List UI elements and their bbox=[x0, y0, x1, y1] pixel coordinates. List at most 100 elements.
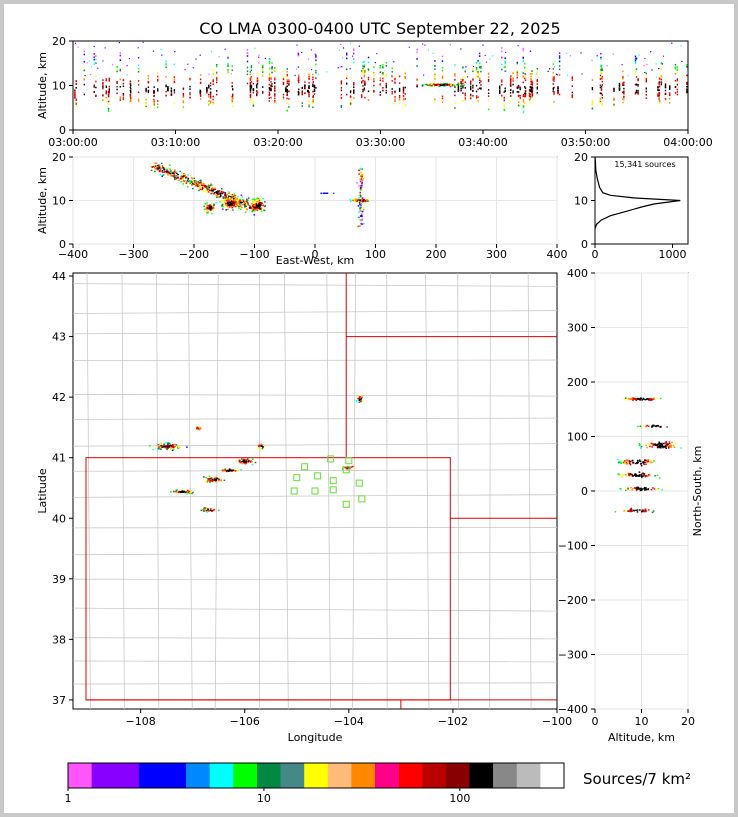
source-point bbox=[270, 76, 272, 79]
source-point bbox=[432, 85, 435, 87]
source-point bbox=[207, 508, 209, 510]
source-point bbox=[308, 91, 310, 93]
source-point bbox=[528, 98, 531, 101]
source-point bbox=[288, 98, 290, 100]
y-axis-label: Latitude bbox=[36, 468, 49, 514]
source-point bbox=[346, 467, 349, 470]
source-point bbox=[158, 446, 160, 448]
source-point bbox=[382, 64, 384, 66]
source-point bbox=[182, 94, 185, 96]
source-point bbox=[359, 203, 361, 206]
source-point bbox=[475, 66, 478, 69]
source-point bbox=[268, 75, 271, 78]
source-point bbox=[352, 199, 355, 201]
source-point bbox=[601, 80, 603, 83]
source-point bbox=[212, 95, 214, 98]
source-point bbox=[472, 68, 474, 70]
source-point bbox=[629, 462, 631, 465]
source-point bbox=[199, 93, 201, 95]
county-line bbox=[72, 417, 558, 420]
source-point bbox=[363, 76, 366, 78]
source-point bbox=[487, 108, 490, 111]
source-point bbox=[470, 97, 472, 100]
source-point bbox=[249, 96, 252, 99]
source-point bbox=[385, 73, 387, 76]
source-point bbox=[119, 68, 121, 71]
source-point bbox=[286, 82, 288, 85]
source-point bbox=[157, 71, 159, 74]
source-point bbox=[649, 459, 652, 462]
source-point bbox=[499, 87, 501, 89]
source-point bbox=[454, 79, 456, 81]
source-point bbox=[569, 55, 571, 57]
source-point bbox=[530, 75, 532, 78]
source-point bbox=[255, 199, 258, 202]
source-point bbox=[367, 70, 370, 73]
source-point bbox=[155, 162, 158, 164]
source-point bbox=[470, 96, 472, 98]
source-point bbox=[174, 51, 176, 53]
source-point bbox=[214, 188, 216, 191]
source-point bbox=[528, 92, 531, 95]
source-point bbox=[244, 203, 246, 205]
source-point bbox=[207, 187, 209, 189]
source-point bbox=[228, 191, 230, 193]
source-point bbox=[613, 90, 615, 92]
source-point bbox=[359, 215, 362, 217]
source-point bbox=[367, 78, 370, 81]
source-point bbox=[340, 97, 343, 99]
y-tick-label: 400 bbox=[567, 267, 588, 280]
source-point bbox=[258, 202, 260, 204]
source-point bbox=[676, 78, 679, 80]
source-point bbox=[656, 397, 659, 399]
source-point bbox=[199, 78, 202, 81]
source-point bbox=[189, 93, 191, 96]
source-point bbox=[530, 78, 532, 81]
source-point bbox=[224, 192, 227, 194]
source-point bbox=[352, 465, 354, 468]
source-point bbox=[446, 84, 448, 86]
source-point bbox=[341, 468, 344, 470]
source-point bbox=[480, 70, 482, 73]
source-point bbox=[145, 102, 147, 104]
source-point bbox=[444, 85, 447, 87]
source-point bbox=[668, 442, 671, 445]
source-point bbox=[391, 91, 393, 93]
source-point bbox=[360, 204, 362, 206]
source-point bbox=[232, 94, 234, 97]
source-point bbox=[189, 79, 191, 81]
source-point bbox=[250, 76, 253, 79]
source-point bbox=[159, 170, 161, 172]
source-point bbox=[622, 460, 624, 462]
source-point bbox=[621, 476, 623, 478]
source-point bbox=[197, 185, 199, 187]
source-point bbox=[231, 85, 233, 87]
source-point bbox=[620, 461, 622, 463]
source-point bbox=[165, 442, 167, 444]
county-line bbox=[425, 272, 430, 710]
source-point bbox=[209, 479, 211, 482]
source-point bbox=[504, 70, 506, 72]
source-point bbox=[227, 197, 229, 199]
source-point bbox=[637, 84, 639, 86]
source-point bbox=[652, 398, 655, 400]
source-point bbox=[625, 463, 628, 465]
source-point bbox=[249, 95, 252, 97]
source-point bbox=[268, 77, 270, 80]
source-point bbox=[179, 491, 182, 494]
source-point bbox=[105, 100, 107, 103]
source-point bbox=[644, 57, 646, 60]
source-point bbox=[666, 426, 668, 428]
source-point bbox=[470, 85, 472, 88]
source-point bbox=[169, 168, 171, 170]
source-point bbox=[297, 52, 300, 55]
source-point bbox=[366, 199, 368, 201]
source-point bbox=[154, 447, 157, 449]
source-point bbox=[638, 471, 641, 473]
source-point bbox=[382, 74, 384, 76]
source-point bbox=[212, 69, 214, 72]
source-point bbox=[105, 86, 107, 88]
source-point bbox=[664, 83, 667, 85]
source-point bbox=[644, 459, 646, 461]
source-point bbox=[359, 395, 362, 397]
